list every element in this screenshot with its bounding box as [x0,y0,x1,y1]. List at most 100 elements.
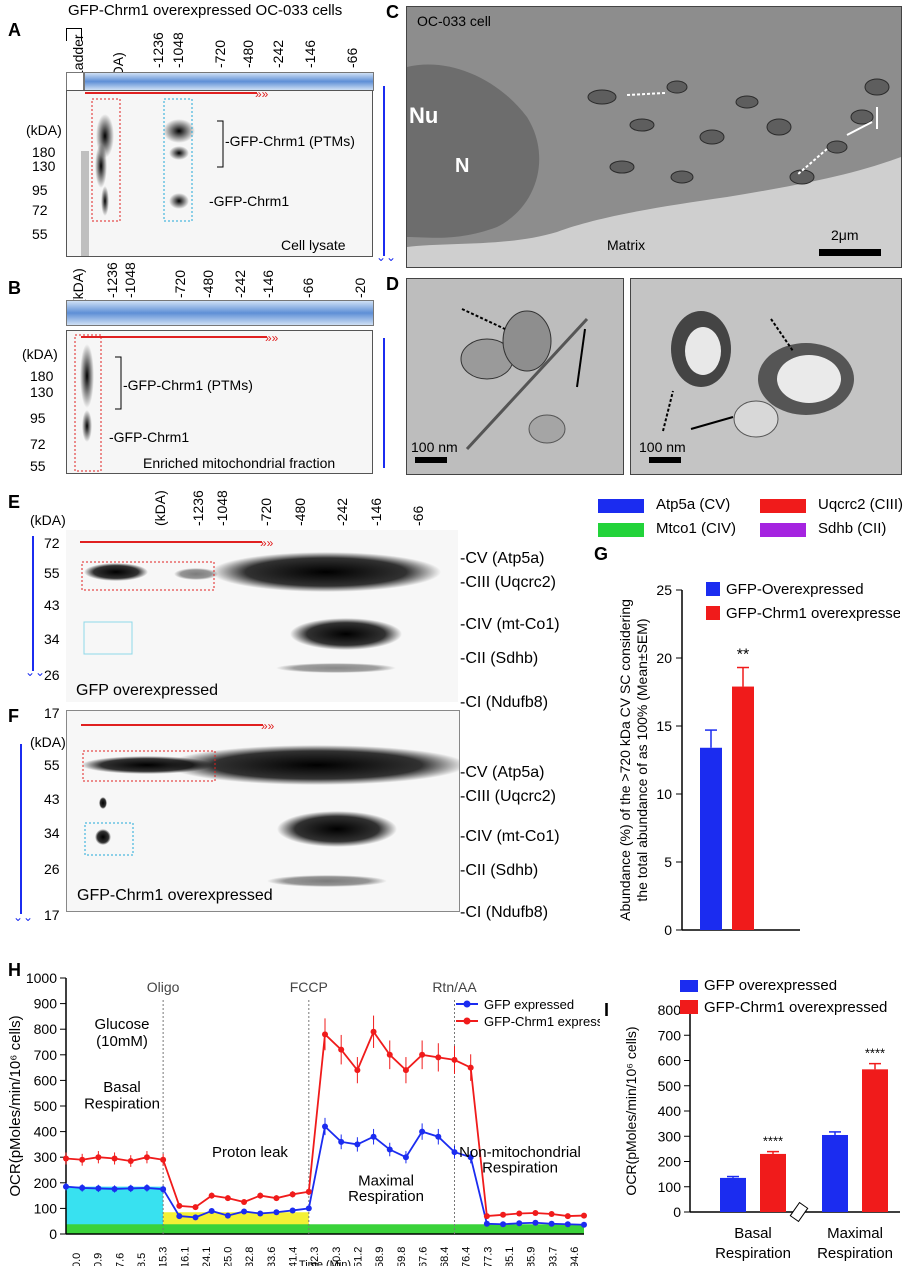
panel-b-kda-side: (kDA) [22,346,58,362]
panel-b-top-marker: -20 [352,277,368,298]
legend-swatch [706,606,720,620]
data-point [354,1067,361,1074]
injection-label: Oligo [147,979,180,995]
category-label: Basal [734,1225,772,1242]
data-point [322,1031,328,1038]
x-tick-label: 0.0 [71,1253,83,1266]
data-point [386,1051,393,1058]
panel-e-complex: -CV (Atp5a) [460,550,545,567]
panel-d-em-right: 100 nm [630,278,902,475]
data-point [241,1208,248,1215]
category-label: Respiration [715,1245,791,1262]
data-point [532,1210,539,1217]
x-tick-group: 24.1 [201,1247,213,1266]
annotation-leak: Proton leak [212,1144,288,1161]
injection-label: Rtn/AA [432,979,477,995]
x-tick-label: 68.4 [439,1247,451,1266]
data-point [79,1156,86,1163]
x-tick-label: 15.3 [158,1247,170,1266]
panel-e-top-marker: -66 [410,505,426,526]
y-tick-label: 300 [34,1149,58,1165]
data-point [322,1123,328,1130]
panel-e-kda-side: (kDA) [30,512,66,528]
svg-text:»»: »» [260,536,274,550]
y-tick-label: 0 [49,1226,57,1242]
y-label-line1: Abundance (%) of the >720 kDa CV SC cons… [617,599,633,921]
legend-swatch [760,523,806,537]
y-tick-label: 500 [658,1078,682,1094]
panel-a-gel-strip [84,72,374,91]
x-tick-group: 58.9 [374,1247,386,1266]
panel-e-arrow [32,536,34,671]
data-point [451,1056,458,1063]
panel-e-top-marker: -480 [292,497,308,526]
x-tick-group: 32.8 [244,1247,256,1266]
data-point [548,1220,555,1227]
panel-a-label: A [8,20,21,40]
annotation-maximal-2: Respiration [348,1188,424,1205]
x-tick-group: 67.6 [417,1247,429,1266]
data-point [289,1191,296,1198]
legend-label: Mtco1 (CIV) [656,520,737,537]
panel-e-complex: -CIV (mt-Co1) [460,616,560,633]
panel-h-label: H [8,960,21,980]
panel-e-footer: GFP overexpressed [76,682,218,699]
data-point [532,1219,539,1226]
data-point [548,1211,555,1218]
panel-a-top-marker: -66 [344,47,360,68]
panel-f-side-marker: 17 [44,907,60,923]
data-point [386,1146,393,1153]
data-point [500,1221,507,1228]
x-tick-label: 94.6 [569,1247,581,1266]
x-tick-group: 7.6 [114,1253,126,1266]
y-tick-label: 600 [658,1053,682,1069]
y-tick-label: 300 [658,1128,682,1144]
panel-b-top-marker: -1236 [104,262,120,298]
y-tick-label: 700 [658,1027,682,1043]
x-tick-group: 59.8 [396,1247,408,1266]
x-tick-group: 77.3 [482,1247,494,1266]
x-tick-label: 67.6 [417,1247,429,1266]
data-point [111,1155,118,1162]
panel-c-nu: Nu [409,103,439,128]
legend-swatch [598,523,644,537]
category-label: Maximal [827,1225,883,1242]
panel-b-footer: Enriched mitochondrial fraction [143,455,336,471]
x-tick-label: 93.7 [547,1247,559,1266]
data-point [273,1195,280,1202]
data-point [402,1067,409,1074]
legend-swatch [760,499,806,513]
y-tick-label: 200 [34,1175,58,1191]
panel-e-side-marker: 55 [44,565,60,581]
panel-b-top-marker: -146 [260,269,276,298]
panel-c-cell-label: OC-033 cell [417,13,491,29]
panel-b-kda-top: (kDA) [70,268,86,304]
y-tick-label: 800 [658,1002,682,1018]
legend-swatch [706,582,720,596]
data-point [111,1185,118,1192]
panel-b-top-marker: -242 [232,269,248,298]
data-point [63,1183,69,1190]
y-tick-label: 100 [34,1200,58,1216]
data-point [370,1028,377,1035]
x-tick-group: 76.4 [461,1247,473,1266]
panel-a-side-marker: 95 [32,182,48,198]
data-point [483,1213,490,1220]
svg-text:»»: »» [261,719,275,733]
panel-a-side-marker: 130 [32,158,56,174]
svg-text:»»: »» [255,91,269,101]
data-point [516,1220,523,1227]
legend-label: Atp5a (CV) [656,496,731,513]
data-point [79,1184,86,1191]
data-point [289,1207,296,1214]
x-tick-label: 42.3 [309,1247,321,1266]
panel-b-top-marker: -480 [200,269,216,298]
x-tick-label: 85.9 [526,1247,538,1266]
data-point [435,1133,442,1140]
data-point [419,1051,426,1058]
x-tick-group: 50.3 [331,1247,343,1266]
panel-e-side-marker: 72 [44,535,60,551]
y-axis-label: OCR(pMoles/min/10⁶ cells) [623,1026,639,1195]
panel-f-complex: -CV (Atp5a) [460,764,545,781]
y-tick-label: 15 [656,718,672,734]
